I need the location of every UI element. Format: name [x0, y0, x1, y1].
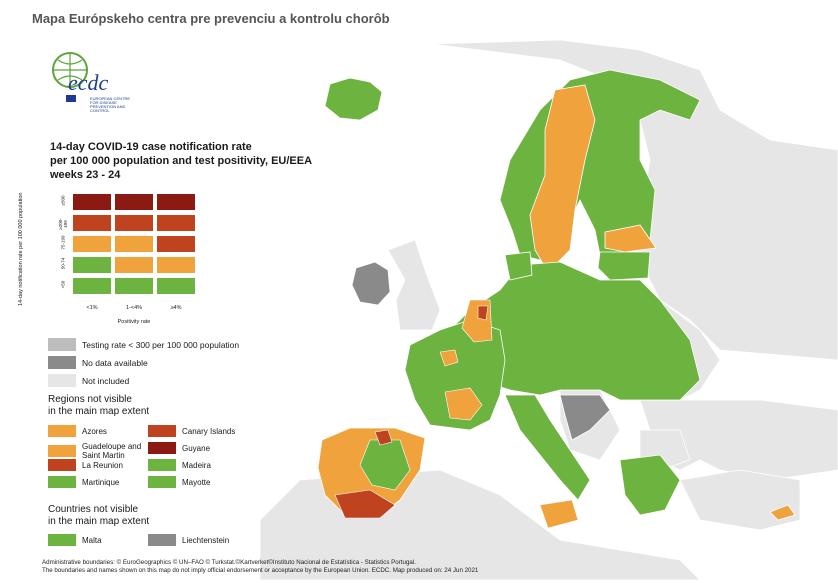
matrix-cell — [114, 193, 154, 211]
region-legend-item: Guyane — [148, 442, 210, 454]
legend-swatch — [148, 425, 176, 437]
region-label: Mayotte — [182, 477, 211, 487]
legend-swatch — [148, 459, 176, 471]
region-label: Madeira — [182, 460, 211, 470]
matrix-cell — [156, 256, 196, 274]
region-legend-item: Canary Islands — [148, 425, 235, 437]
countries-heading-line: Countries not visible — [48, 504, 139, 515]
matrix-cell — [72, 235, 112, 253]
legend-swatch — [148, 534, 176, 546]
region-label: Liechtenstein — [182, 535, 230, 545]
region-legend-item: Madeira — [148, 459, 211, 471]
legend-label: Not included — [82, 375, 130, 386]
legend-label: Testing rate < 300 per 100 000 populatio… — [82, 339, 240, 350]
region-label: Canary Islands — [182, 426, 236, 436]
matrix-y-tick: <50 — [60, 280, 66, 289]
legend-swatch — [48, 356, 76, 369]
map-title-line: weeks 23 - 24 — [50, 169, 121, 181]
region-label: Martinique — [82, 477, 120, 487]
region-label: La Reunion — [82, 460, 123, 470]
legend-testing-low: Testing rate < 300 per 100 000 populatio… — [48, 338, 239, 351]
matrix-cell — [72, 256, 112, 274]
map-title-line: 14-day COVID-19 case notification rate — [50, 141, 252, 153]
baltic-region-2 — [597, 251, 651, 281]
region-label: Guadeloupe and Saint Martin — [82, 442, 142, 460]
map-title-line: per 100 000 population and test positivi… — [50, 155, 313, 167]
matrix-y-axis-title: 14-day notification rate per 100 000 pop… — [18, 192, 24, 306]
ireland-region — [351, 261, 391, 306]
legend-swatch — [48, 476, 76, 488]
region-legend-item: La Reunion — [48, 459, 123, 471]
region-legend-item: Malta — [48, 534, 102, 546]
legend-swatch — [48, 459, 76, 471]
sweden-region — [529, 84, 596, 273]
region-label: Guyane — [182, 443, 211, 453]
greece-region — [619, 454, 681, 516]
matrix-y-tick: 50-74 — [60, 257, 66, 270]
countries-heading: Countries not visible in the main map ex… — [48, 504, 149, 528]
iberia-green-patch — [359, 439, 411, 491]
matrix-cell — [114, 214, 154, 232]
france-orange-patch — [444, 387, 483, 421]
region-legend-item: Mayotte — [148, 476, 210, 488]
footnote-line: Administrative boundaries: © EuroGeograp… — [42, 559, 416, 566]
legend-label: No data available — [82, 357, 148, 368]
countries-heading-line: in the main map extent — [48, 516, 150, 527]
andalusia-region — [334, 489, 396, 519]
matrix-cell — [156, 193, 196, 211]
regions-heading-line: Regions not visible — [48, 394, 132, 405]
matrix-x-tick: <1% — [86, 305, 98, 311]
matrix-cell — [156, 277, 196, 295]
matrix-cell — [114, 277, 154, 295]
legend-no-data: No data available — [48, 356, 148, 369]
matrix-cell — [72, 277, 112, 295]
legend-not-included: Not included — [48, 374, 129, 387]
france-orange-patch-2 — [439, 349, 459, 367]
italy-region — [504, 394, 591, 501]
ecdc-logo-icon: ecdc — [52, 52, 109, 102]
region-legend-item: Liechtenstein — [148, 534, 229, 546]
croatia-region — [559, 394, 611, 441]
denmark-region — [504, 251, 533, 281]
region-legend-item: Martinique — [48, 476, 119, 488]
legend-swatch — [48, 374, 76, 387]
legend-swatch — [48, 425, 76, 437]
legend-swatch — [48, 445, 76, 457]
logo-subtitle: EUROPEAN CENTRE FOR DISEASE PREVENTION A… — [90, 96, 131, 113]
legend-swatch — [48, 338, 76, 351]
iceland-region — [324, 77, 383, 121]
legend-swatch — [48, 534, 76, 546]
cyprus-region — [769, 504, 796, 521]
matrix-y-tick: 75-199 — [60, 235, 66, 250]
matrix-cell — [114, 235, 154, 253]
region-legend-item: Guadeloupe and Saint Martin — [48, 442, 152, 460]
region-label: Malta — [82, 535, 102, 545]
matrix-x-tick: 1-<4% — [125, 305, 143, 311]
region-label: Azores — [82, 426, 107, 436]
regions-heading-line: in the main map extent — [48, 406, 150, 417]
matrix-x-axis-title: Positivity rate — [117, 319, 151, 325]
legend-swatch — [148, 476, 176, 488]
benelux-red-patch — [477, 305, 489, 321]
legend-swatch — [148, 442, 176, 454]
matrix-cell — [72, 193, 112, 211]
madrid-region — [374, 429, 393, 446]
matrix-y-tick: ≥500 — [60, 195, 66, 206]
region-legend-item: Azores — [48, 425, 107, 437]
matrix-y-tick: ≥200-499 — [58, 218, 68, 230]
matrix-cell — [114, 256, 154, 274]
page-title: Mapa Európskeho centra pre prevenciu a k… — [32, 11, 390, 26]
matrix-cell — [72, 214, 112, 232]
map-title: 14-day COVID-19 case notification rate p… — [50, 140, 350, 182]
matrix-x-tick: ≥4% — [170, 305, 182, 311]
footnote: Administrative boundaries: © EuroGeograp… — [42, 559, 742, 575]
regions-heading: Regions not visible in the main map exte… — [48, 394, 149, 418]
footnote-line: The boundaries and names shown on this m… — [42, 567, 479, 574]
matrix-cell — [156, 214, 196, 232]
italy-orange-patch — [539, 499, 579, 529]
logo-wordmark: ecdc — [68, 70, 109, 95]
baltic-region — [604, 224, 657, 253]
matrix-cell — [156, 235, 196, 253]
